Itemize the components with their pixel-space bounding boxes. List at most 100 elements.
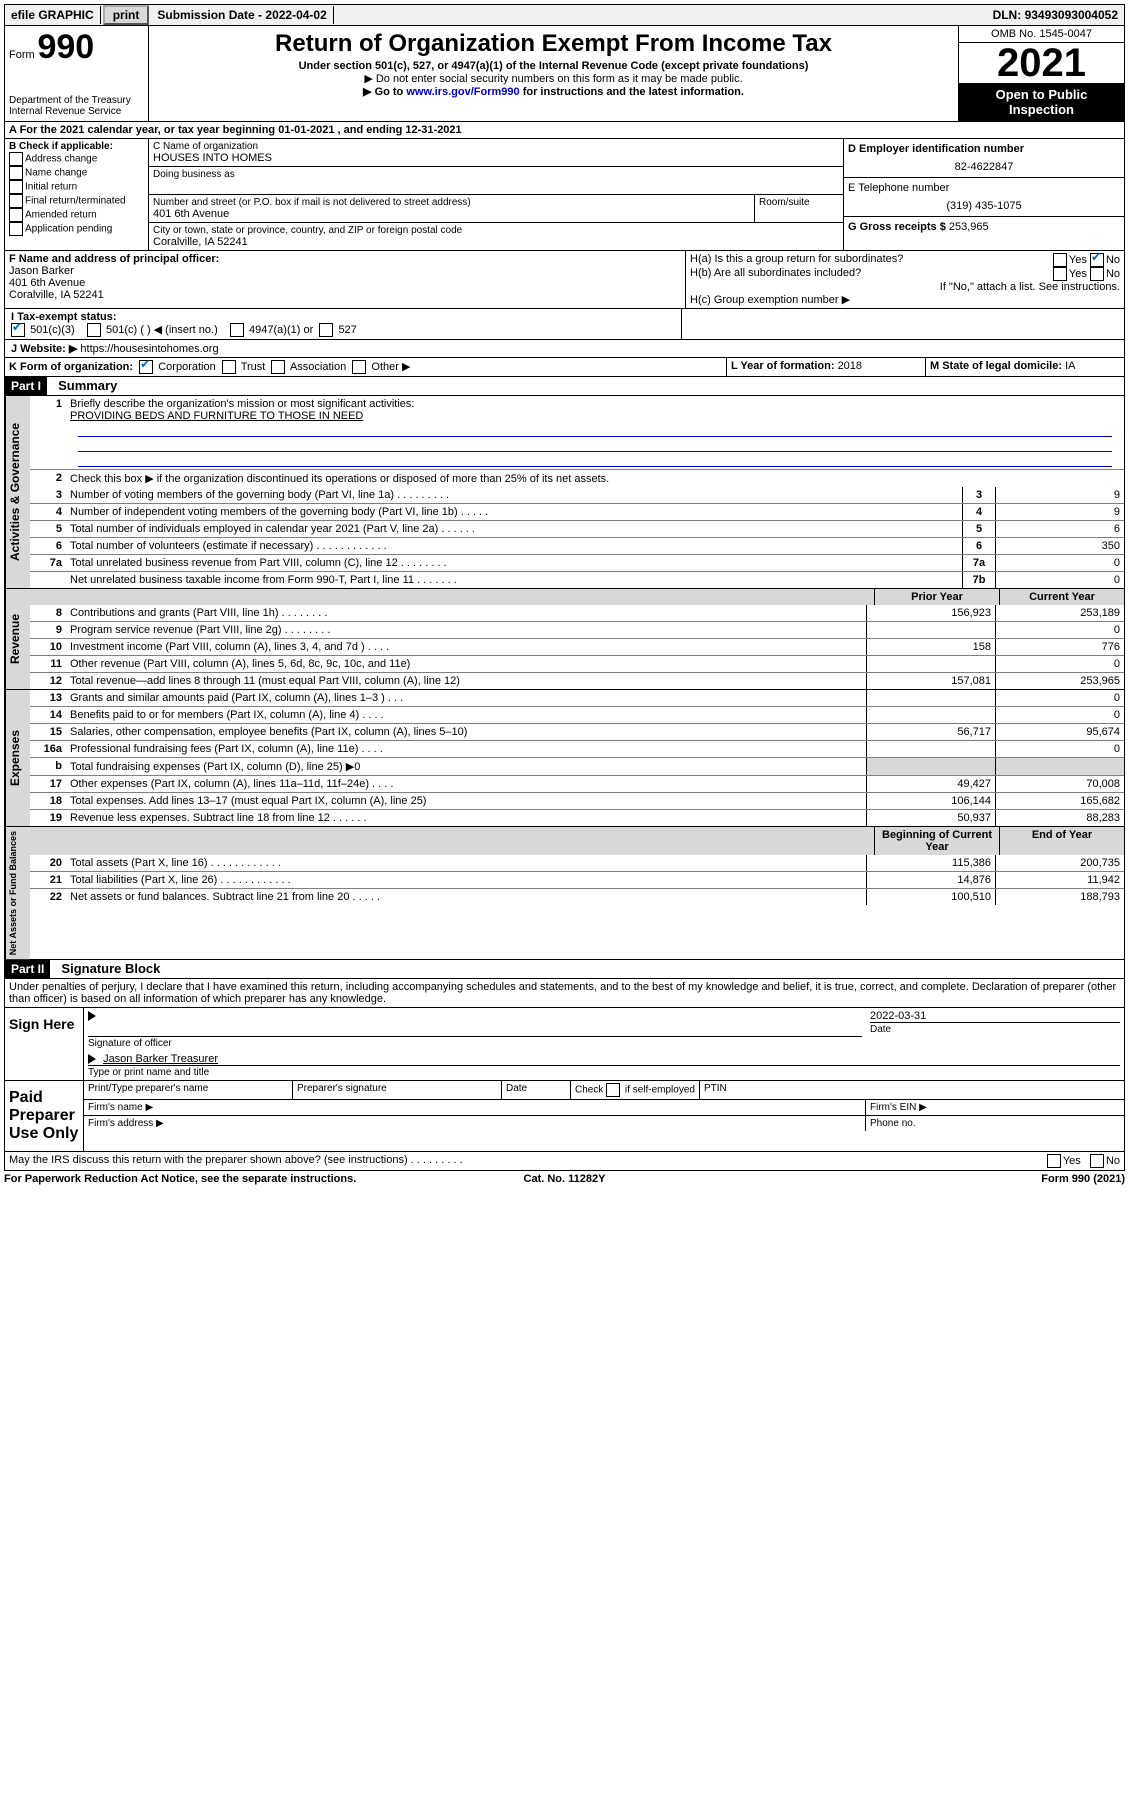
table-row: 9Program service revenue (Part VIII, lin…: [30, 621, 1124, 638]
header-mid: Return of Organization Exempt From Incom…: [149, 26, 958, 121]
irs-label: Internal Revenue Service: [9, 106, 144, 117]
top-toolbar: efile GRAPHIC print Submission Date - 20…: [4, 4, 1125, 26]
cb-self-employed[interactable]: [606, 1083, 620, 1097]
hb-yes[interactable]: [1053, 267, 1067, 281]
table-row: 16aProfessional fundraising fees (Part I…: [30, 740, 1124, 757]
addr-label: Number and street (or P.O. box if mail i…: [153, 197, 750, 208]
box-d: D Employer identification number 82-4622…: [843, 139, 1124, 250]
open-public: Open to Public Inspection: [959, 83, 1124, 121]
submission-date: Submission Date - 2022-04-02: [151, 6, 333, 24]
print-button[interactable]: print: [103, 5, 150, 25]
website-url: https://housesintohomes.org: [80, 343, 218, 355]
hb-no[interactable]: [1090, 267, 1104, 281]
dln-value: 93493093004052: [1025, 8, 1118, 22]
discuss-no[interactable]: [1090, 1154, 1104, 1168]
firm-phone-label: Phone no.: [866, 1116, 1124, 1131]
hdr-prior-year: Prior Year: [874, 589, 999, 605]
tax-status-label: I Tax-exempt status:: [11, 311, 117, 323]
part2-title: Signature Block: [53, 961, 160, 976]
line1-num: 1: [30, 396, 66, 469]
cb-501c[interactable]: [87, 323, 101, 337]
table-row: 8Contributions and grants (Part VIII, li…: [30, 605, 1124, 621]
header-left: Form 990 Department of the Treasury Inte…: [5, 26, 149, 121]
sub-label: Submission Date -: [157, 8, 265, 22]
signer-name: Jason Barker Treasurer: [103, 1053, 218, 1065]
irs-link[interactable]: www.irs.gov/Form990: [406, 86, 519, 98]
part1-tag: Part I: [5, 377, 47, 395]
tax-year: 2021: [959, 43, 1124, 83]
table-row: 22Net assets or fund balances. Subtract …: [30, 888, 1124, 905]
cb-amended[interactable]: Amended return: [9, 208, 144, 222]
ha-yes[interactable]: [1053, 253, 1067, 267]
cb-initial-return[interactable]: Initial return: [9, 180, 144, 194]
cb-other[interactable]: [352, 360, 366, 374]
officer-addr1: 401 6th Avenue: [9, 277, 85, 289]
cb-final-return[interactable]: Final return/terminated: [9, 194, 144, 208]
cb-address-change[interactable]: Address change: [9, 152, 144, 166]
table-row: 20Total assets (Part X, line 16) . . . .…: [30, 855, 1124, 871]
form-org-label: K Form of organization:: [9, 361, 133, 373]
cb-501c3[interactable]: [11, 323, 25, 337]
dba-label: Doing business as: [153, 169, 839, 180]
form-header: Form 990 Department of the Treasury Inte…: [4, 26, 1125, 122]
part2-header: Part II Signature Block: [4, 960, 1125, 979]
dln-label: DLN:: [993, 8, 1025, 22]
triangle-icon: [88, 1011, 96, 1021]
form-number: 990: [37, 28, 94, 66]
cb-assoc[interactable]: [271, 360, 285, 374]
ha-no[interactable]: [1090, 253, 1104, 267]
year-formation: 2018: [838, 360, 862, 372]
officer-addr2: Coralville, IA 52241: [9, 289, 104, 301]
hb-label: H(b) Are all subordinates included?: [690, 267, 1053, 281]
box-b: B Check if applicable: Address change Na…: [5, 139, 149, 250]
cb-4947[interactable]: [230, 323, 244, 337]
table-row: 11Other revenue (Part VIII, column (A), …: [30, 655, 1124, 672]
gross-receipts: 253,965: [949, 221, 989, 233]
domicile-label: M State of legal domicile:: [930, 360, 1065, 372]
period-end: 12-31-2021: [405, 124, 461, 136]
self-employed-cell: Check if self-employed: [571, 1081, 700, 1099]
triangle-icon-2: [88, 1054, 96, 1064]
table-row: 6Total number of volunteers (estimate if…: [30, 537, 1124, 554]
subtitle-2: ▶ Do not enter social security numbers o…: [153, 72, 954, 85]
signer-name-label: Type or print name and title: [88, 1067, 209, 1078]
header-right: OMB No. 1545-0047 2021 Open to Public In…: [958, 26, 1124, 121]
subtitle-3: ▶ Go to www.irs.gov/Form990 for instruct…: [153, 85, 954, 98]
line2-desc: Check this box ▶ if the organization dis…: [66, 470, 1124, 487]
cb-corp[interactable]: [139, 360, 153, 374]
governance-section: Activities & Governance 1 Briefly descri…: [4, 396, 1125, 589]
form-prefix: Form: [9, 49, 35, 61]
cat-no: Cat. No. 11282Y: [378, 1173, 752, 1185]
city-state-zip: Coralville, IA 52241: [153, 236, 839, 248]
city-label: City or town, state or province, country…: [153, 225, 839, 236]
sign-here-block: Sign Here Signature of officer 2022-03-3…: [4, 1008, 1125, 1081]
discuss-text: May the IRS discuss this return with the…: [9, 1154, 1047, 1168]
ein: 82-4622847: [848, 155, 1120, 173]
preparer-date-label: Date: [502, 1081, 571, 1099]
cb-name-change[interactable]: Name change: [9, 166, 144, 180]
box-f: F Name and address of principal officer:…: [5, 251, 686, 308]
cb-527[interactable]: [319, 323, 333, 337]
subtitle-1: Under section 501(c), 527, or 4947(a)(1)…: [153, 60, 954, 72]
room-label: Room/suite: [759, 197, 839, 208]
sig-officer-label: Signature of officer: [88, 1038, 172, 1049]
sub-date: 2022-04-02: [265, 8, 326, 22]
period-begin: 01-01-2021: [278, 124, 334, 136]
table-row: 3Number of voting members of the governi…: [30, 487, 1124, 503]
paid-preparer-block: Paid Preparer Use Only Print/Type prepar…: [4, 1081, 1125, 1152]
paid-preparer-label: Paid Preparer Use Only: [5, 1081, 83, 1151]
netassets-section: Net Assets or Fund Balances Beginning of…: [4, 827, 1125, 960]
sign-here-label: Sign Here: [5, 1008, 83, 1080]
gross-label: G Gross receipts $: [848, 221, 949, 233]
period-row: A For the 2021 calendar year, or tax yea…: [4, 122, 1125, 139]
firm-ein-label: Firm's EIN ▶: [866, 1100, 1124, 1115]
discuss-yes[interactable]: [1047, 1154, 1061, 1168]
cb-trust[interactable]: [222, 360, 236, 374]
period-label: A For the 2021 calendar year, or tax yea…: [9, 124, 278, 136]
line2-num: 2: [30, 470, 66, 487]
dept-treasury: Department of the Treasury: [9, 95, 144, 106]
preparer-sig-label: Preparer's signature: [293, 1081, 502, 1099]
street-address: 401 6th Avenue: [153, 208, 750, 220]
cb-app-pending[interactable]: Application pending: [9, 222, 144, 236]
box-b-title: B Check if applicable:: [9, 141, 113, 152]
